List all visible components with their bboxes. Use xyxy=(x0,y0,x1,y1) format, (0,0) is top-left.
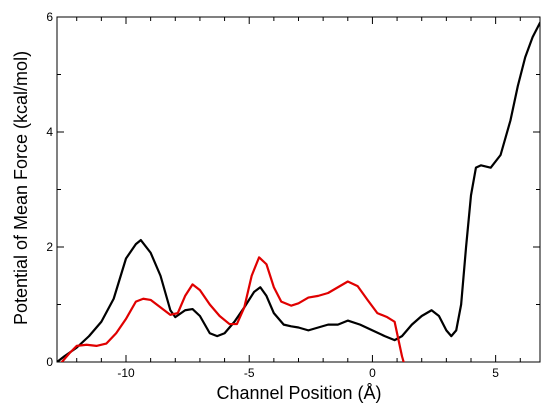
series-line-red xyxy=(60,256,405,362)
plot-border xyxy=(56,16,541,363)
x-tick-label: -5 xyxy=(244,366,255,380)
x-tick-label: 0 xyxy=(369,366,376,380)
y-axis-ticks: 0 2 4 6 xyxy=(46,10,540,369)
series-lines xyxy=(57,21,540,362)
y-axis-label: Potential of Mean Force (kcal/mol) xyxy=(11,51,31,325)
y-tick-label: 4 xyxy=(46,125,53,139)
y-tick-label: 0 xyxy=(46,355,53,369)
y-tick-label: 6 xyxy=(46,10,53,24)
x-tick-label: -10 xyxy=(117,366,135,380)
series-line-black xyxy=(57,21,540,362)
plot-frame xyxy=(56,16,541,363)
y-tick-label: 2 xyxy=(46,240,53,254)
x-axis-label: Channel Position (Å) xyxy=(216,383,381,403)
x-axis-ticks: -10 -5 0 5 xyxy=(76,17,521,380)
x-tick-label: 5 xyxy=(492,366,499,380)
